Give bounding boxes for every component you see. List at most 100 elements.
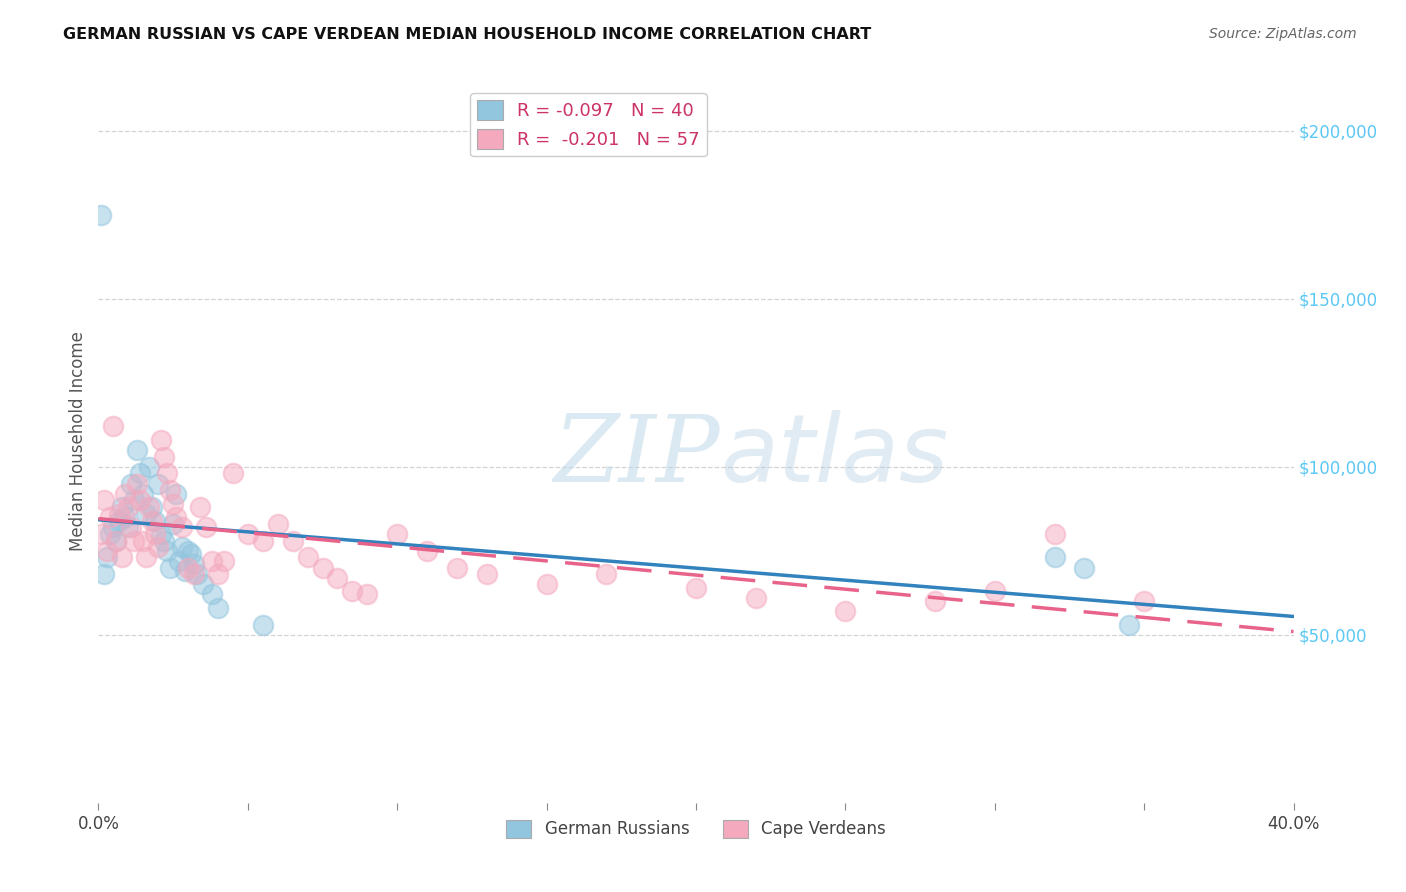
Point bbox=[745, 591, 768, 605]
Point bbox=[138, 459, 160, 474]
Point bbox=[252, 617, 274, 632]
Point bbox=[111, 550, 134, 565]
Point bbox=[207, 600, 229, 615]
Point bbox=[222, 467, 245, 481]
Point bbox=[201, 554, 224, 568]
Point bbox=[108, 514, 131, 528]
Point bbox=[183, 567, 205, 582]
Point bbox=[129, 493, 152, 508]
Point bbox=[143, 527, 166, 541]
Point bbox=[172, 520, 194, 534]
Point bbox=[984, 584, 1007, 599]
Point bbox=[117, 520, 139, 534]
Point bbox=[267, 516, 290, 531]
Point bbox=[141, 514, 163, 528]
Point bbox=[356, 587, 378, 601]
Point bbox=[124, 533, 146, 548]
Point bbox=[326, 571, 349, 585]
Point bbox=[1133, 594, 1156, 608]
Point bbox=[114, 486, 136, 500]
Point bbox=[114, 510, 136, 524]
Point bbox=[281, 533, 304, 548]
Point bbox=[159, 560, 181, 574]
Point bbox=[162, 497, 184, 511]
Point bbox=[195, 520, 218, 534]
Point bbox=[96, 543, 118, 558]
Point bbox=[212, 554, 235, 568]
Point bbox=[1118, 617, 1140, 632]
Text: ZIP: ZIP bbox=[553, 411, 720, 501]
Point bbox=[143, 514, 166, 528]
Point bbox=[120, 520, 142, 534]
Text: GERMAN RUSSIAN VS CAPE VERDEAN MEDIAN HOUSEHOLD INCOME CORRELATION CHART: GERMAN RUSSIAN VS CAPE VERDEAN MEDIAN HO… bbox=[63, 27, 872, 42]
Point bbox=[595, 567, 617, 582]
Point bbox=[188, 500, 211, 514]
Point bbox=[162, 516, 184, 531]
Point bbox=[342, 584, 364, 599]
Point bbox=[105, 533, 128, 548]
Point bbox=[236, 527, 259, 541]
Point bbox=[191, 577, 214, 591]
Point bbox=[1043, 550, 1066, 565]
Point bbox=[186, 567, 208, 582]
Point bbox=[90, 208, 112, 222]
Point bbox=[135, 507, 157, 521]
Point bbox=[172, 541, 194, 555]
Point bbox=[138, 500, 160, 514]
Point bbox=[117, 500, 139, 514]
Point bbox=[93, 493, 115, 508]
Point bbox=[416, 543, 439, 558]
Point bbox=[120, 476, 142, 491]
Point bbox=[834, 604, 856, 618]
Point bbox=[159, 483, 181, 498]
Point bbox=[141, 500, 163, 514]
Point bbox=[174, 564, 197, 578]
Point bbox=[153, 533, 176, 548]
Text: atlas: atlas bbox=[720, 410, 948, 501]
Point bbox=[183, 558, 205, 572]
Point bbox=[90, 527, 112, 541]
Point bbox=[165, 486, 187, 500]
Point bbox=[536, 577, 558, 591]
Point bbox=[129, 467, 152, 481]
Point bbox=[111, 500, 134, 514]
Point bbox=[93, 567, 115, 582]
Point bbox=[156, 467, 179, 481]
Point bbox=[124, 493, 146, 508]
Point bbox=[297, 550, 319, 565]
Point bbox=[98, 527, 122, 541]
Y-axis label: Median Household Income: Median Household Income bbox=[69, 332, 87, 551]
Point bbox=[1043, 527, 1066, 541]
Point bbox=[153, 450, 176, 464]
Point bbox=[105, 533, 128, 548]
Point bbox=[180, 547, 202, 561]
Point bbox=[127, 476, 149, 491]
Point bbox=[165, 510, 187, 524]
Point bbox=[148, 541, 170, 555]
Point bbox=[148, 476, 170, 491]
Point bbox=[150, 527, 173, 541]
Point bbox=[446, 560, 468, 574]
Point bbox=[685, 581, 707, 595]
Point bbox=[108, 507, 131, 521]
Point bbox=[98, 510, 122, 524]
Point bbox=[150, 433, 173, 447]
Point bbox=[103, 520, 125, 534]
Point bbox=[127, 442, 149, 457]
Point bbox=[135, 550, 157, 565]
Point bbox=[207, 567, 229, 582]
Point bbox=[103, 419, 125, 434]
Point bbox=[96, 550, 118, 565]
Point bbox=[177, 560, 200, 574]
Point bbox=[385, 527, 409, 541]
Point bbox=[311, 560, 333, 574]
Point bbox=[1073, 560, 1095, 574]
Point bbox=[252, 533, 274, 548]
Point bbox=[156, 543, 179, 558]
Point bbox=[475, 567, 498, 582]
Point bbox=[132, 533, 155, 548]
Point bbox=[132, 486, 155, 500]
Legend: German Russians, Cape Verdeans: German Russians, Cape Verdeans bbox=[499, 813, 893, 845]
Point bbox=[167, 554, 190, 568]
Text: Source: ZipAtlas.com: Source: ZipAtlas.com bbox=[1209, 27, 1357, 41]
